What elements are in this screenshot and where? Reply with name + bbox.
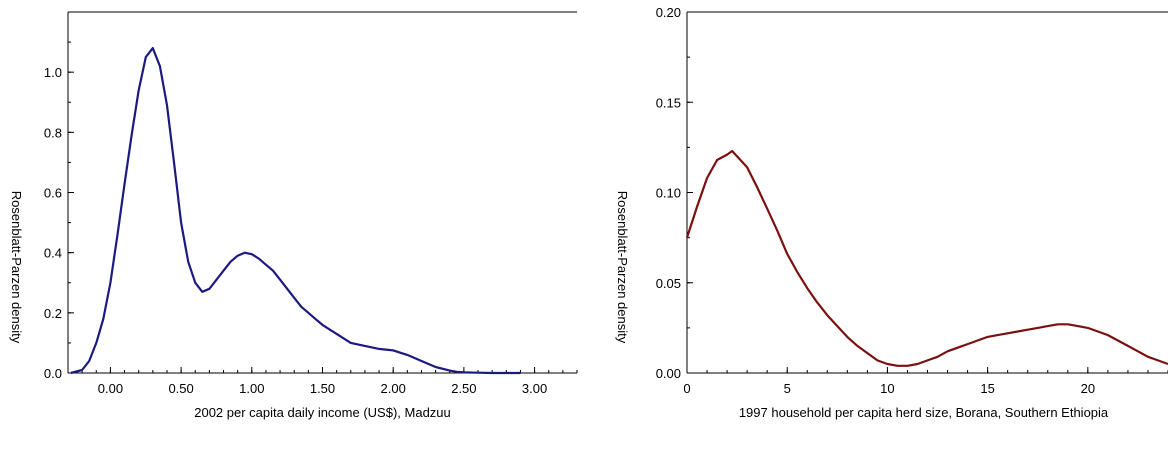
chart-panel-1: 0.00 0.50 1.00 1.50 2.00 2.50 3.00 0.0 0.2 0.4 0.6… bbox=[9, 11, 578, 420]
y-tick-label: 0.6 bbox=[44, 186, 62, 201]
y-tick-label: 0.0 bbox=[44, 366, 62, 381]
x-tick-label: 15 bbox=[980, 381, 994, 396]
y-tick-label: 0.05 bbox=[656, 276, 681, 291]
y-tick-label: 0.8 bbox=[44, 125, 62, 140]
chart-panel-2: 0 5 10 15 20 0.00 0.05 0.10 0.15 0.20 1997 househo… bbox=[615, 5, 1168, 420]
x-tick-label: 1.00 bbox=[239, 381, 264, 396]
density-line-1 bbox=[70, 46, 521, 375]
x-tick-label: 1.50 bbox=[310, 381, 335, 396]
y-tick-label: 0.00 bbox=[656, 366, 681, 381]
x-axis-title: 1997 household per capita herd size, Bor… bbox=[739, 405, 1109, 420]
x-tick-label: 0.00 bbox=[98, 381, 123, 396]
y-tick-label: 0.15 bbox=[656, 95, 681, 110]
x-tick-label: 10 bbox=[880, 381, 894, 396]
y-axis-title: Rosenblatt-Parzen density bbox=[9, 191, 24, 344]
density-line-1 bbox=[685, 149, 1168, 367]
x-tick-label: 2.50 bbox=[451, 381, 476, 396]
y-tick-label: 0.10 bbox=[656, 186, 681, 201]
x-tick-label: 20 bbox=[1081, 381, 1095, 396]
x-tick-label: 0.50 bbox=[168, 381, 193, 396]
y-tick-label: 0.4 bbox=[44, 246, 62, 261]
x-tick-label: 0 bbox=[683, 381, 690, 396]
y-tick-label: 0.20 bbox=[656, 5, 681, 20]
y-tick-label: 0.2 bbox=[44, 306, 62, 321]
x-tick-label: 3.00 bbox=[522, 381, 547, 396]
x-axis-title: 2002 per capita daily income (US$), Madz… bbox=[194, 405, 451, 420]
x-tick-label: 5 bbox=[784, 381, 791, 396]
y-tick-label: 1.0 bbox=[44, 65, 62, 80]
x-tick-label: 2.00 bbox=[381, 381, 406, 396]
y-axis-title: Rosenblatt-Parzen density bbox=[615, 191, 630, 344]
